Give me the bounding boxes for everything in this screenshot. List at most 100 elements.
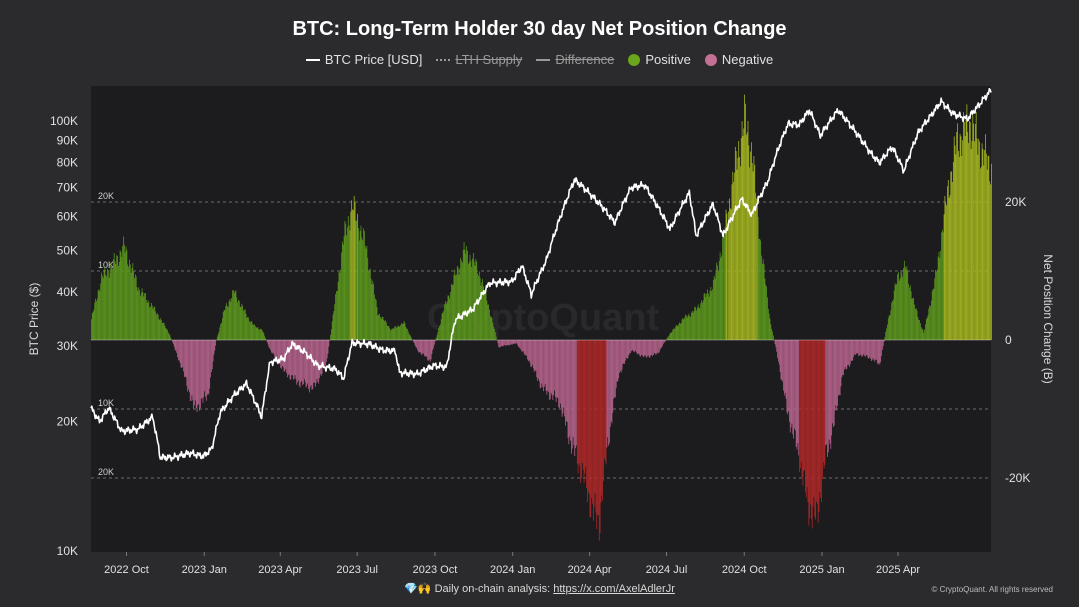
net-position-bar bbox=[857, 340, 859, 354]
net-position-bar bbox=[265, 338, 266, 340]
y-right-tick-label: -20K bbox=[1005, 471, 1030, 485]
net-position-bar bbox=[377, 315, 379, 340]
net-position-bar bbox=[581, 340, 582, 479]
net-position-bar bbox=[186, 340, 188, 387]
net-position-bar bbox=[887, 324, 888, 340]
net-position-bar bbox=[381, 316, 383, 340]
net-position-bar bbox=[622, 340, 624, 365]
net-position-bar bbox=[567, 340, 569, 438]
net-position-bar bbox=[213, 340, 215, 355]
net-position-bar bbox=[177, 340, 178, 358]
legend-item-positive[interactable]: Positive bbox=[628, 52, 691, 67]
net-position-bar bbox=[494, 328, 495, 340]
net-position-bar bbox=[151, 302, 152, 340]
net-position-bar bbox=[931, 291, 933, 340]
net-position-bar bbox=[325, 340, 326, 366]
net-position-bar bbox=[883, 340, 885, 342]
legend-swatch bbox=[536, 58, 551, 61]
net-position-bar bbox=[556, 340, 558, 398]
net-position-bar bbox=[695, 307, 696, 340]
net-position-bar bbox=[961, 155, 963, 340]
net-position-bar bbox=[380, 318, 382, 340]
net-position-bar bbox=[963, 112, 964, 340]
net-position-bar bbox=[636, 340, 638, 355]
net-position-bar bbox=[656, 340, 658, 354]
net-position-bar bbox=[863, 340, 865, 355]
net-position-bar bbox=[379, 313, 380, 340]
net-position-bar bbox=[590, 340, 592, 518]
net-position-bar bbox=[150, 306, 151, 340]
net-position-bar bbox=[327, 340, 329, 354]
net-position-bar bbox=[96, 301, 97, 340]
net-position-bar bbox=[733, 181, 735, 340]
net-position-bar bbox=[739, 156, 740, 340]
net-position-bar bbox=[839, 340, 841, 396]
net-position-bar bbox=[311, 340, 313, 390]
legend-item-btc-price-usd[interactable]: BTC Price [USD] bbox=[305, 52, 422, 67]
net-position-bar bbox=[888, 315, 890, 340]
net-position-bar bbox=[138, 287, 140, 340]
net-position-bar bbox=[111, 265, 113, 340]
net-position-bar bbox=[786, 340, 788, 413]
net-position-bar bbox=[843, 340, 845, 370]
net-position-bar bbox=[458, 274, 460, 340]
net-position-bar bbox=[159, 319, 161, 340]
net-position-bar bbox=[378, 314, 380, 340]
net-position-bar bbox=[93, 309, 95, 340]
net-position-bar bbox=[915, 308, 917, 340]
net-position-bar bbox=[669, 332, 671, 340]
net-position-bar bbox=[801, 340, 803, 478]
net-position-bar bbox=[369, 268, 371, 340]
net-position-bar bbox=[472, 258, 473, 340]
legend-item-difference[interactable]: Difference bbox=[536, 52, 614, 67]
net-position-bar bbox=[559, 340, 560, 409]
net-position-bar bbox=[650, 340, 652, 356]
net-position-bar bbox=[892, 300, 893, 340]
net-position-bar bbox=[276, 340, 278, 362]
net-position-bar bbox=[610, 340, 612, 422]
net-position-bar bbox=[162, 322, 164, 340]
legend-item-negative[interactable]: Negative bbox=[704, 52, 773, 67]
net-position-bar bbox=[263, 333, 265, 340]
net-position-bar bbox=[134, 277, 135, 340]
net-position-bar bbox=[832, 340, 833, 424]
net-position-bar bbox=[413, 340, 415, 344]
net-position-bar bbox=[238, 300, 239, 340]
net-position-bar bbox=[478, 275, 479, 340]
net-position-bar bbox=[435, 338, 437, 340]
net-position-bar bbox=[674, 327, 676, 340]
net-position-bar bbox=[289, 340, 291, 379]
net-position-bar bbox=[268, 340, 270, 347]
net-position-bar bbox=[509, 340, 511, 346]
net-position-bar bbox=[905, 269, 907, 340]
net-position-bar bbox=[335, 294, 336, 340]
net-position-bar bbox=[578, 340, 580, 464]
net-position-bar bbox=[262, 331, 264, 340]
legend-item-lth-supply[interactable]: LTH Supply bbox=[436, 52, 522, 67]
net-position-bar bbox=[203, 340, 205, 398]
net-position-bar bbox=[962, 140, 964, 340]
net-position-bar bbox=[917, 316, 919, 340]
net-position-bar bbox=[545, 340, 547, 391]
net-position-bar bbox=[914, 304, 915, 340]
net-position-bar bbox=[751, 163, 753, 340]
net-position-bar bbox=[708, 296, 710, 340]
net-position-bar bbox=[980, 168, 981, 340]
net-position-bar bbox=[228, 301, 230, 340]
net-position-bar bbox=[772, 335, 774, 340]
net-position-bar bbox=[325, 340, 327, 362]
net-position-bar bbox=[512, 340, 514, 344]
net-position-bar bbox=[427, 340, 429, 361]
net-position-bar bbox=[347, 227, 348, 340]
footer-link[interactable]: https://x.com/AxelAdlerJr bbox=[553, 583, 675, 595]
net-position-bar bbox=[588, 340, 590, 495]
net-position-bar bbox=[237, 302, 238, 340]
net-position-bar bbox=[555, 340, 557, 402]
net-position-bar bbox=[382, 316, 384, 340]
net-position-bar bbox=[732, 171, 734, 340]
net-position-bar bbox=[206, 340, 208, 396]
net-position-bar bbox=[404, 322, 406, 340]
net-position-bar bbox=[593, 340, 595, 508]
net-position-bar bbox=[447, 295, 449, 340]
